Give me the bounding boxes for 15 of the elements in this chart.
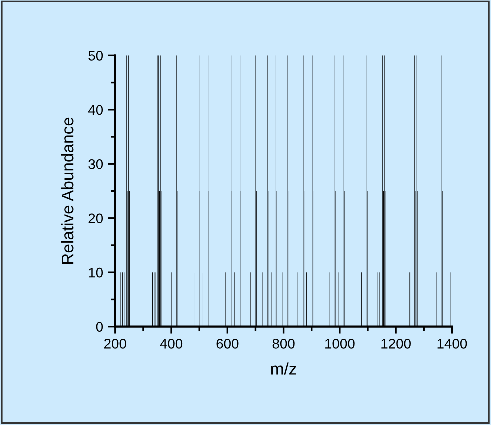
x-tick-label: 1200 <box>382 338 411 349</box>
x-tick-label: 200 <box>104 338 126 349</box>
y-axis-title: Relative Abundance <box>61 118 74 264</box>
y-tick-label: 0 <box>96 322 104 332</box>
x-tick-label: 800 <box>272 338 295 349</box>
x-tick-label: 400 <box>160 338 183 349</box>
y-tick-label: 20 <box>88 214 104 224</box>
x-axis-title: m/z <box>271 362 296 375</box>
x-tick-label: 600 <box>216 338 239 349</box>
x-tick-label: 1400 <box>438 338 468 349</box>
y-tick-label: 30 <box>88 159 104 170</box>
y-tick-label: 40 <box>88 105 104 116</box>
y-tick-label: 10 <box>89 268 104 278</box>
x-tick-label: 1000 <box>326 338 355 349</box>
y-tick-label: 50 <box>88 51 104 61</box>
